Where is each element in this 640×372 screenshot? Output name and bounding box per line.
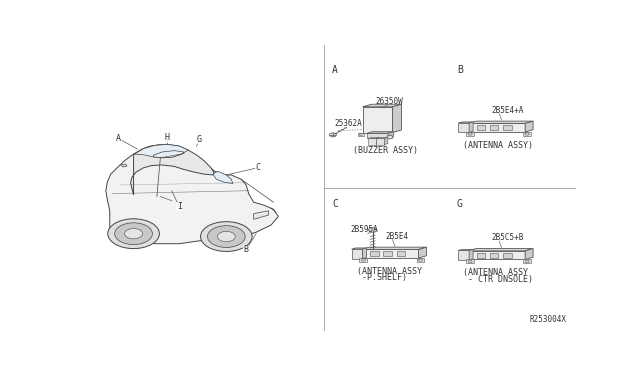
Text: 26350W: 26350W	[375, 97, 403, 106]
Polygon shape	[253, 211, 269, 219]
Polygon shape	[458, 249, 473, 250]
Text: 2B595A: 2B595A	[350, 225, 378, 234]
Polygon shape	[213, 171, 233, 183]
Polygon shape	[388, 132, 394, 138]
Polygon shape	[362, 247, 426, 250]
Polygon shape	[468, 124, 525, 132]
Polygon shape	[360, 258, 367, 262]
Polygon shape	[397, 251, 405, 256]
Polygon shape	[351, 248, 367, 249]
Polygon shape	[384, 137, 388, 145]
Polygon shape	[370, 251, 379, 256]
Polygon shape	[376, 137, 388, 138]
Circle shape	[115, 223, 152, 244]
Polygon shape	[362, 248, 367, 259]
Text: G: G	[196, 135, 202, 144]
Polygon shape	[469, 249, 473, 260]
Polygon shape	[525, 121, 533, 132]
Polygon shape	[376, 138, 384, 145]
Polygon shape	[477, 125, 485, 130]
Polygon shape	[369, 137, 380, 138]
Circle shape	[330, 133, 337, 137]
Text: 2B5E4+A: 2B5E4+A	[492, 106, 524, 115]
Polygon shape	[106, 145, 278, 244]
Polygon shape	[468, 121, 533, 124]
Text: B: B	[244, 245, 249, 254]
Text: G: G	[457, 199, 463, 209]
Polygon shape	[121, 164, 127, 167]
Polygon shape	[504, 253, 512, 258]
Text: I: I	[177, 202, 182, 211]
Polygon shape	[469, 122, 473, 132]
Polygon shape	[358, 133, 364, 136]
Polygon shape	[367, 132, 394, 133]
Polygon shape	[376, 137, 380, 145]
Polygon shape	[367, 133, 388, 138]
Text: R253004X: R253004X	[529, 315, 566, 324]
Text: 2B5C5+B: 2B5C5+B	[492, 233, 524, 242]
Text: 25362A: 25362A	[334, 119, 362, 128]
Polygon shape	[466, 260, 474, 263]
Polygon shape	[523, 260, 531, 263]
Polygon shape	[154, 151, 184, 158]
Circle shape	[200, 222, 252, 251]
Polygon shape	[468, 251, 525, 260]
Polygon shape	[458, 122, 473, 123]
Text: A: A	[116, 134, 121, 143]
Polygon shape	[363, 107, 392, 132]
Text: (ANTENNA ASSY: (ANTENNA ASSY	[356, 267, 422, 276]
Circle shape	[218, 231, 236, 242]
Polygon shape	[131, 144, 214, 195]
Polygon shape	[369, 138, 376, 145]
Polygon shape	[362, 250, 419, 258]
Polygon shape	[417, 258, 424, 262]
Polygon shape	[351, 249, 362, 259]
Polygon shape	[468, 248, 533, 251]
Polygon shape	[383, 251, 392, 256]
Polygon shape	[134, 144, 188, 158]
Polygon shape	[477, 253, 485, 258]
Circle shape	[387, 135, 393, 139]
Text: A: A	[332, 65, 338, 75]
Polygon shape	[458, 250, 469, 260]
Polygon shape	[504, 125, 512, 130]
Polygon shape	[523, 132, 531, 136]
Text: C: C	[332, 199, 338, 209]
Text: C: C	[255, 163, 260, 172]
Polygon shape	[490, 253, 499, 258]
Polygon shape	[525, 248, 533, 260]
Text: - CTR DNSOLE): - CTR DNSOLE)	[463, 275, 533, 283]
Text: (BUZZER ASSY): (BUZZER ASSY)	[353, 145, 418, 155]
Polygon shape	[419, 247, 426, 258]
Circle shape	[207, 226, 245, 247]
Polygon shape	[458, 123, 469, 132]
Circle shape	[125, 228, 143, 239]
Text: H: H	[164, 133, 170, 142]
Polygon shape	[363, 104, 401, 107]
Circle shape	[108, 219, 159, 248]
Polygon shape	[392, 104, 401, 132]
Text: -P.SHELF): -P.SHELF)	[356, 273, 406, 282]
Polygon shape	[490, 125, 499, 130]
Text: 2B5E4: 2B5E4	[385, 231, 408, 241]
Text: (ANTENNA ASSY): (ANTENNA ASSY)	[463, 141, 533, 150]
Polygon shape	[368, 228, 377, 232]
Text: B: B	[457, 65, 463, 75]
Polygon shape	[466, 132, 474, 136]
Text: (ANTENNA ASSY: (ANTENNA ASSY	[463, 268, 528, 277]
